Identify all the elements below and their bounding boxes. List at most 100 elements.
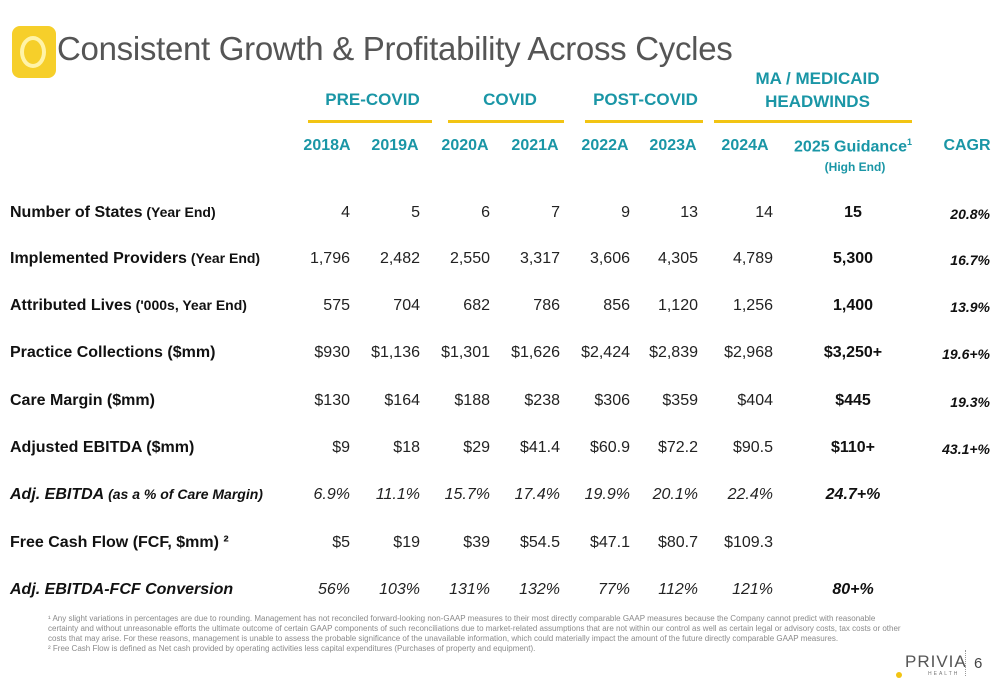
row-cagr: 43.1+% [942, 441, 990, 457]
row-label: Free Cash Flow (FCF, $mm) ² [10, 534, 229, 552]
row-cagr: 19.6+% [942, 346, 990, 362]
logo-icon [12, 26, 56, 78]
col-guidance-label: 2025 Guidance [794, 138, 907, 156]
era-covid-underline [448, 120, 564, 123]
row-value: 19.9% [584, 486, 630, 503]
row-value: $54.5 [519, 534, 560, 551]
era-headwinds: MA / MEDICAID HEADWINDS [720, 67, 915, 113]
brand-mark-icon [896, 672, 902, 678]
table-row: Practice Collections ($mm) $930 $1,136 $1,3… [0, 340, 1000, 368]
row-value: 132% [519, 581, 560, 598]
page-title: Consistent Growth & Profitability Across… [57, 30, 733, 67]
col-2022a: 2022A [581, 137, 629, 154]
row-value: $60.9 [589, 439, 630, 456]
brand-logo: PRIVIA [905, 652, 967, 671]
row-value: $1,301 [441, 344, 490, 361]
row-value: $1,626 [511, 344, 560, 361]
row-value: 15.7% [444, 486, 490, 503]
row-value: 131% [449, 581, 490, 598]
table-row: Free Cash Flow (FCF, $mm) ² $5 $19 $39 $54.5… [0, 530, 1000, 558]
row-value: $2,839 [649, 344, 698, 361]
brand-logo-sub: HEALTH [928, 671, 960, 677]
row-guidance: 5,300 [832, 250, 874, 267]
row-value: 17.4% [514, 486, 560, 503]
row-value: $72.2 [657, 439, 698, 456]
row-value: 3,317 [519, 250, 560, 267]
footnote-1: ¹ Any slight variations in percentages a… [48, 614, 901, 643]
row-value: 77% [597, 581, 630, 598]
row-value: 4,789 [732, 250, 773, 267]
col-guidance: 2025 Guidance1 [782, 137, 924, 156]
row-value: $41.4 [519, 439, 560, 456]
row-label-main: Care Margin ($mm) [10, 392, 155, 409]
row-label: Adj. EBITDA-FCF Conversion [10, 581, 233, 599]
row-value: $2,424 [581, 344, 630, 361]
row-value: 56% [317, 581, 350, 598]
table-row: Attributed Lives ('000s, Year End) 575 704… [0, 293, 1000, 321]
row-value: 4,305 [657, 250, 698, 267]
row-value: $1,136 [371, 344, 420, 361]
row-guidance: 1,400 [832, 297, 874, 314]
row-value: $80.7 [657, 534, 698, 551]
row-value: 856 [603, 297, 630, 314]
row-value: 5 [411, 204, 420, 221]
row-label: Care Margin ($mm) [10, 392, 155, 410]
row-value: 13 [680, 204, 698, 221]
era-headwinds-line2: HEADWINDS [765, 92, 870, 111]
row-value: 11.1% [375, 486, 420, 503]
col-guidance-sub: (High End) [824, 160, 886, 174]
col-cagr: CAGR [943, 137, 991, 154]
row-label-main: Adjusted EBITDA ($mm) [10, 439, 195, 456]
era-pre-covid: PRE-COVID [325, 90, 420, 109]
row-value: 6.9% [313, 486, 350, 503]
row-value: $5 [332, 534, 350, 551]
row-value: 2,550 [449, 250, 490, 267]
row-value: $29 [463, 439, 490, 456]
era-headwinds-underline [714, 120, 912, 123]
row-guidance: $445 [835, 392, 871, 409]
table-row: Implemented Providers (Year End) 1,796 2,4… [0, 246, 1000, 274]
era-covid: COVID [483, 90, 537, 109]
row-guidance: 15 [844, 204, 862, 221]
row-value: $39 [463, 534, 490, 551]
row-value: 7 [551, 204, 560, 221]
col-2024a: 2024A [721, 137, 769, 154]
row-value: $306 [594, 392, 630, 409]
row-label: Number of States (Year End) [10, 204, 216, 222]
era-headwinds-line1: MA / MEDICAID [755, 69, 880, 88]
col-2018a: 2018A [303, 137, 351, 154]
row-label: Implemented Providers (Year End) [10, 250, 260, 268]
row-label-main: Adj. EBITDA [10, 486, 105, 503]
row-cagr: 20.8% [950, 206, 990, 222]
row-value: 3,606 [589, 250, 630, 267]
row-label: Attributed Lives ('000s, Year End) [10, 297, 247, 315]
row-value: 1,796 [309, 250, 350, 267]
row-value: 704 [393, 297, 420, 314]
row-value: 103% [379, 581, 420, 598]
row-value: 6 [481, 204, 490, 221]
row-value: $90.5 [732, 439, 773, 456]
col-2023a: 2023A [649, 137, 697, 154]
row-value: 682 [463, 297, 490, 314]
col-2020a: 2020A [441, 137, 489, 154]
row-label-main: Attributed Lives [10, 297, 132, 314]
table-row: Adjusted EBITDA ($mm) $9 $18 $29 $41.4 $60.9 $… [0, 435, 1000, 463]
row-value: 112% [658, 581, 698, 598]
row-value: 575 [323, 297, 350, 314]
row-label: Practice Collections ($mm) [10, 344, 215, 362]
row-label-main: Adj. EBITDA-FCF Conversion [10, 581, 234, 598]
page-number: 6 [974, 655, 983, 672]
col-2021a: 2021A [511, 137, 559, 154]
row-value: $359 [662, 392, 698, 409]
row-label-sub: ('000s, Year End) [131, 297, 247, 313]
row-value: 22.4% [727, 486, 773, 503]
row-guidance: $3,250+ [823, 344, 883, 361]
footnotes: ¹ Any slight variations in percentages a… [48, 614, 903, 654]
row-value: 1,120 [657, 297, 698, 314]
row-value: $164 [384, 392, 420, 409]
row-guidance: $110+ [830, 439, 876, 456]
col-2019a: 2019A [371, 137, 419, 154]
row-label-main: Free Cash Flow (FCF, $mm) ² [10, 534, 229, 551]
era-post-covid-underline [585, 120, 703, 123]
footnote-2: ² Free Cash Flow is defined as Net cash … [48, 644, 536, 653]
